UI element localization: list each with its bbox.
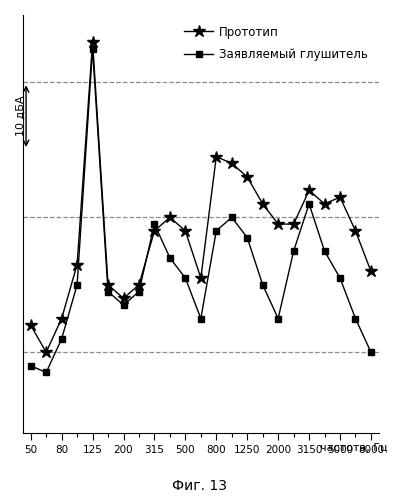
Line: Прототип: Прототип <box>24 36 377 358</box>
Прототип <box>368 268 373 274</box>
Заявляемый глушитель <box>245 234 250 240</box>
Заявляемый глушитель <box>229 214 234 220</box>
Прототип <box>90 39 95 45</box>
Legend: Прототип, Заявляемый глушитель: Прототип, Заявляемый глушитель <box>179 21 373 66</box>
Line: Заявляемый глушитель: Заявляемый глушитель <box>27 46 374 376</box>
Прототип <box>44 350 48 356</box>
Заявляемый глушитель <box>44 370 48 376</box>
Заявляемый глушитель <box>121 302 126 308</box>
Прототип <box>168 214 172 220</box>
Text: 10 дБА: 10 дБА <box>15 96 25 136</box>
Прототип <box>338 194 342 200</box>
Заявляемый глушитель <box>59 336 64 342</box>
Заявляемый глушитель <box>90 46 95 52</box>
Прототип <box>152 228 157 234</box>
Заявляемый глушитель <box>106 288 110 294</box>
Прототип <box>276 221 280 227</box>
Заявляемый глушитель <box>183 275 188 281</box>
Text: частота, Гц: частота, Гц <box>320 442 388 452</box>
Заявляемый глушитель <box>338 275 342 281</box>
Заявляемый глушитель <box>322 248 327 254</box>
Прототип <box>59 316 64 322</box>
Прототип <box>198 275 203 281</box>
Прототип <box>121 296 126 302</box>
Прототип <box>307 188 312 194</box>
Прототип <box>245 174 250 180</box>
Прототип <box>75 262 80 268</box>
Заявляемый глушитель <box>28 362 33 368</box>
Заявляемый глушитель <box>307 201 312 207</box>
Прототип <box>28 322 33 328</box>
Заявляемый глушитель <box>214 228 219 234</box>
Прототип <box>136 282 141 288</box>
Заявляемый глушитель <box>353 316 358 322</box>
Text: Фиг. 13: Фиг. 13 <box>172 479 228 493</box>
Прототип <box>353 228 358 234</box>
Прототип <box>214 154 219 160</box>
Прототип <box>260 201 265 207</box>
Заявляемый глушитель <box>291 248 296 254</box>
Заявляемый глушитель <box>75 282 80 288</box>
Прототип <box>291 221 296 227</box>
Заявляемый глушитель <box>136 288 141 294</box>
Заявляемый глушитель <box>168 255 172 261</box>
Заявляемый глушитель <box>368 350 373 356</box>
Прототип <box>322 201 327 207</box>
Прототип <box>229 160 234 166</box>
Заявляемый глушитель <box>198 316 203 322</box>
Заявляемый глушитель <box>260 282 265 288</box>
Заявляемый глушитель <box>152 221 157 227</box>
Заявляемый глушитель <box>276 316 280 322</box>
Прототип <box>106 282 110 288</box>
Прототип <box>183 228 188 234</box>
